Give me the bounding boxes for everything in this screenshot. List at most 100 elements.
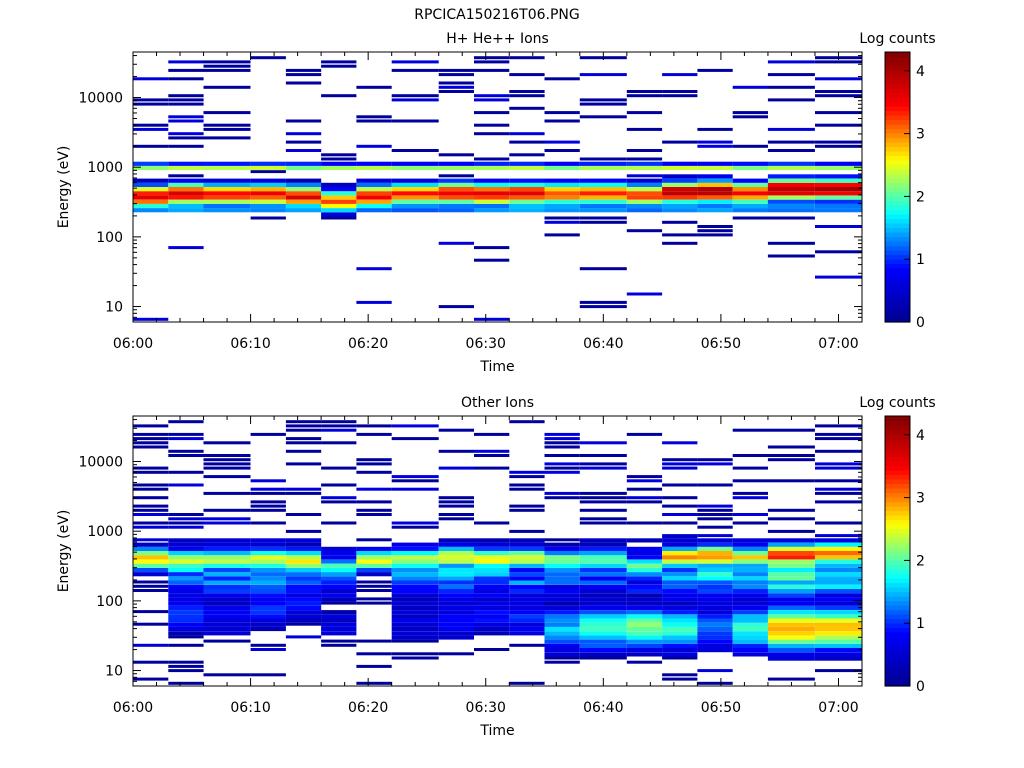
- spectrogram-cell: [732, 195, 768, 200]
- spectrogram-cell: [662, 94, 698, 98]
- colorbar-segment: [885, 313, 910, 319]
- spectrogram-cell: [250, 491, 286, 495]
- spectrogram-cell: [474, 521, 510, 525]
- spectrogram-cell: [203, 572, 251, 577]
- spectrogram-cell: [203, 584, 251, 589]
- spectrogram-cell: [391, 475, 439, 479]
- spectrogram-cell: [509, 475, 545, 479]
- spectrogram-cell: [815, 631, 862, 636]
- colorbar-segment: [885, 56, 910, 62]
- spectrogram-cell: [579, 517, 627, 521]
- spectrogram-cell: [168, 246, 204, 250]
- colorbar-segment: [885, 524, 910, 530]
- spectrogram-cell: [732, 178, 768, 183]
- colorbar-segment: [885, 677, 910, 683]
- spectrogram-cell: [356, 199, 392, 204]
- spectrogram-cell: [579, 203, 627, 209]
- spectrogram-cell: [133, 572, 169, 577]
- spectrogram-cell: [203, 555, 251, 560]
- spectrogram-cell: [662, 597, 698, 602]
- spectrogram-cell: [732, 652, 768, 657]
- spectrogram-cell: [509, 567, 545, 573]
- colorbar-segment: [885, 668, 910, 674]
- spectrogram-cell: [168, 618, 204, 623]
- spectrogram-cell: [626, 187, 663, 192]
- spectrogram-cell: [767, 605, 815, 610]
- spectrogram-cell: [732, 191, 768, 196]
- colorbar-tick-label: 3: [916, 127, 925, 143]
- spectrogram-cell: [626, 521, 663, 525]
- spectrogram-cell: [391, 208, 439, 213]
- spectrogram-cell: [356, 300, 392, 304]
- spectrogram-cell: [767, 538, 815, 543]
- spectrogram-cell: [767, 178, 815, 183]
- spectrogram-cell: [356, 664, 392, 668]
- spectrogram-cell: [544, 165, 580, 171]
- spectrogram-cell: [626, 191, 663, 196]
- spectrogram-cell: [250, 216, 286, 220]
- spectrogram-cell: [438, 572, 474, 577]
- spectrogram-cell: [438, 635, 474, 640]
- spectrogram-cell: [133, 559, 169, 564]
- y-tick-label: 1000: [87, 524, 123, 540]
- spectrogram-cell: [732, 614, 768, 619]
- spectrogram-cell: [321, 610, 357, 615]
- spectrogram-cell: [626, 90, 663, 93]
- spectrogram-cell: [474, 94, 510, 98]
- spectrogram-cell: [544, 208, 580, 213]
- spectrogram-cell: [662, 605, 698, 610]
- spectrogram-cell: [544, 597, 580, 602]
- spectrogram-cell: [626, 626, 663, 632]
- spectrogram-cell: [544, 119, 580, 123]
- spectrogram-cell: [697, 199, 733, 204]
- spectrogram-cell: [815, 601, 862, 606]
- spectrogram-cell: [474, 195, 510, 200]
- spectrogram-cell: [391, 165, 439, 171]
- spectrogram-cell: [285, 437, 322, 441]
- spectrogram-cell: [662, 673, 698, 677]
- spectrogram-cell: [474, 572, 510, 577]
- x-tick-label: 06:10: [230, 700, 270, 716]
- spectrogram-cell: [509, 73, 545, 77]
- spectrogram-cell: [579, 622, 627, 627]
- spectrogram-cell: [321, 216, 357, 220]
- spectrogram-cell: [285, 555, 322, 560]
- spectrogram-cell: [509, 580, 545, 585]
- spectrogram-cell: [815, 144, 862, 148]
- spectrogram-cell: [203, 111, 251, 115]
- spectrogram-cell: [544, 572, 580, 577]
- spectrogram-cell: [662, 618, 698, 623]
- panels-container: 06:00 06:10 06:20 06:30 06:40 06:50 07:0010100…: [56, 31, 936, 739]
- colorbar-segment: [885, 119, 910, 125]
- spectrogram-cell: [662, 174, 698, 179]
- spectrogram-cell: [391, 191, 439, 196]
- spectrogram-cell: [356, 182, 392, 187]
- spectrogram-cell: [509, 618, 545, 623]
- spectrogram-cell: [391, 605, 439, 610]
- spectrogram-cell: [579, 656, 627, 660]
- spectrogram-cell: [815, 225, 862, 228]
- spectrogram-cell: [133, 437, 169, 441]
- spectrogram-cell: [474, 567, 510, 573]
- spectrogram-cell: [168, 610, 204, 615]
- spectrogram-cell: [544, 77, 580, 81]
- spectrogram-cell: [544, 491, 580, 495]
- spectrogram-cell: [438, 187, 474, 192]
- spectrogram-cell: [356, 178, 392, 183]
- spectrogram-cell: [815, 546, 862, 551]
- spectrogram-cell: [474, 161, 510, 166]
- spectrogram-cell: [815, 449, 862, 453]
- colorbar-tick-label: 3: [916, 491, 925, 507]
- spectrogram-cell: [579, 614, 627, 619]
- spectrogram-cell: [767, 85, 815, 89]
- spectrogram-cell: [509, 153, 545, 157]
- spectrogram-cell: [544, 220, 580, 224]
- spectrogram-cell: [285, 538, 322, 543]
- spectrogram-cell: [438, 513, 474, 516]
- spectrogram-cell: [321, 208, 357, 213]
- spectrogram-cell: [168, 601, 204, 606]
- spectrogram-cell: [626, 174, 663, 178]
- spectrogram-cell: [662, 534, 698, 539]
- spectrogram-cell: [356, 513, 392, 516]
- spectrogram-cell: [579, 305, 627, 309]
